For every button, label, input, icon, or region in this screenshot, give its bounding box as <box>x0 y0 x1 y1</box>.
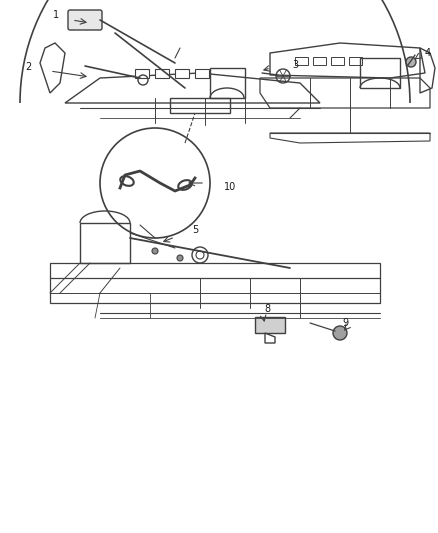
Text: 4: 4 <box>425 48 431 58</box>
Bar <box>135 69 149 78</box>
Bar <box>349 57 362 65</box>
Bar <box>195 69 209 78</box>
Text: 2: 2 <box>25 62 31 72</box>
Text: 8: 8 <box>264 304 270 314</box>
Bar <box>313 57 326 65</box>
Text: 10: 10 <box>224 182 236 192</box>
Text: 9: 9 <box>342 318 348 328</box>
Bar <box>255 317 285 333</box>
Circle shape <box>333 326 347 340</box>
Circle shape <box>406 57 416 67</box>
Text: 1: 1 <box>53 10 59 20</box>
Bar <box>175 69 189 78</box>
Circle shape <box>177 255 183 261</box>
Circle shape <box>152 248 158 254</box>
Text: 3: 3 <box>292 60 298 70</box>
Bar <box>331 57 344 65</box>
Bar <box>295 57 308 65</box>
FancyBboxPatch shape <box>68 10 102 30</box>
Text: 5: 5 <box>192 225 198 235</box>
Bar <box>155 69 169 78</box>
